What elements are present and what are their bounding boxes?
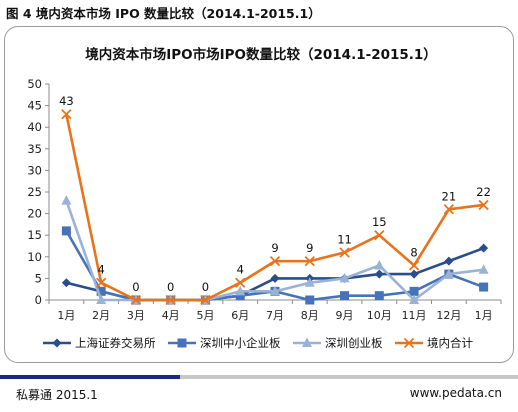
data-point (130, 294, 142, 306)
footer-website: www.pedata.cn (409, 386, 502, 400)
legend-label: 深圳中小企业板 (200, 336, 281, 350)
data-point (374, 291, 384, 301)
legend-label: 深圳创业板 (325, 336, 383, 350)
legend-item: 深圳创业板 (293, 336, 383, 350)
legend: 上海证券交易所 深圳中小企业板 深圳创业板 境内合计 (43, 336, 473, 350)
data-point (443, 268, 454, 279)
legend-swatch-marker (403, 337, 415, 349)
data-point (443, 204, 454, 215)
data-point (61, 195, 72, 205)
data-label: 0 (132, 280, 139, 294)
y-tick-label: 20 (27, 207, 42, 221)
data-point (478, 199, 489, 211)
y-tick-label: 25 (27, 185, 42, 199)
data-point (165, 294, 176, 306)
legend-label: 上海证券交易所 (75, 336, 156, 350)
data-point (96, 277, 107, 288)
y-tick-label: 10 (27, 250, 42, 264)
x-tick-label: 2月 (92, 309, 110, 322)
legend-label: 境内合计 (427, 336, 473, 350)
chart-frame: 境内资本市场IPO市场IPO数量比较（2014.1-2015.1） 0 5 10 15 2… (4, 26, 514, 363)
series-3: 43 4 0 0 0 4 9 9 11 15 8 21 22 (59, 94, 491, 306)
data-point (235, 291, 245, 301)
x-tick-label: 4月 (162, 309, 180, 322)
data-point (340, 291, 350, 301)
data-label: 8 (410, 245, 417, 259)
data-point (200, 294, 211, 306)
x-tick-label: 3月 (127, 309, 145, 322)
data-label: 0 (167, 280, 174, 294)
legend-item: 境内合计 (395, 336, 473, 350)
y-tick-label: 0 (35, 293, 42, 307)
line-chart: 境内资本市场IPO市场IPO数量比较（2014.1-2015.1） 0 5 10 15 2… (27, 46, 502, 350)
x-tick-label: 1月 (57, 309, 75, 322)
data-point (61, 109, 72, 120)
data-point (479, 243, 489, 253)
data-point (374, 269, 384, 279)
data-label: 22 (476, 185, 491, 199)
data-label: 0 (202, 280, 209, 294)
x-tick-label: 6月 (231, 309, 249, 322)
x-tick-label: 11月 (402, 309, 427, 322)
figure-caption: 图 4 境内资本市场 IPO 数量比较（2014.1-2015.1） (6, 6, 321, 21)
data-point (96, 286, 106, 296)
data-point (270, 285, 280, 296)
y-tick-label: 40 (27, 120, 42, 134)
y-tick-label: 50 (27, 77, 42, 91)
chart-title: 境内资本市场IPO市场IPO数量比较（2014.1-2015.1） (85, 46, 437, 63)
x-tick-label: 7月 (266, 309, 284, 322)
data-point (61, 226, 71, 236)
legend-swatch-marker (177, 338, 187, 348)
x-tick-label: 9月 (336, 309, 354, 322)
data-point (304, 255, 315, 267)
x-tick-label: 10月 (367, 309, 392, 322)
data-point (478, 264, 489, 274)
footer-source: 私募通 2015.1 (16, 388, 98, 402)
footer-bar-navy (0, 375, 180, 379)
data-point (269, 255, 281, 267)
data-point (339, 247, 350, 258)
data-label: 4 (97, 263, 104, 277)
data-label: 15 (372, 215, 387, 229)
data-point (374, 259, 385, 270)
x-tick-label: 1月 (475, 309, 493, 322)
data-point (61, 278, 71, 288)
data-point (409, 269, 419, 279)
legend-swatch-marker (302, 337, 312, 347)
data-point (96, 294, 107, 304)
data-point (479, 282, 489, 292)
x-tick-label: 5月 (196, 309, 214, 322)
legend-item: 深圳中小企业板 (168, 336, 281, 350)
data-label: 9 (271, 241, 278, 255)
data-point (408, 260, 420, 271)
data-label: 11 (337, 232, 352, 246)
x-tick-label: 8月 (301, 309, 319, 322)
data-point (270, 273, 280, 283)
legend-item: 上海证券交易所 (43, 336, 156, 350)
y-tick-label: 15 (27, 228, 42, 242)
legend-swatch-marker (52, 338, 62, 348)
data-label: 9 (306, 241, 313, 255)
y-tick-label: 5 (35, 271, 42, 285)
footer-bar-grey (180, 375, 518, 379)
data-point (409, 286, 419, 296)
data-point (235, 277, 246, 288)
data-point (305, 295, 315, 305)
data-label: 43 (59, 94, 74, 108)
data-label: 4 (237, 263, 244, 277)
data-point (304, 277, 315, 287)
y-tick-label: 45 (27, 99, 42, 113)
data-point (374, 230, 385, 241)
x-tick-label: 12月 (436, 309, 461, 322)
y-tick-label: 30 (27, 163, 42, 177)
data-point (444, 256, 454, 266)
data-point (409, 294, 420, 304)
data-point (339, 272, 350, 283)
data-label: 21 (442, 189, 457, 203)
data-point (235, 285, 246, 296)
y-tick-label: 35 (27, 142, 42, 156)
